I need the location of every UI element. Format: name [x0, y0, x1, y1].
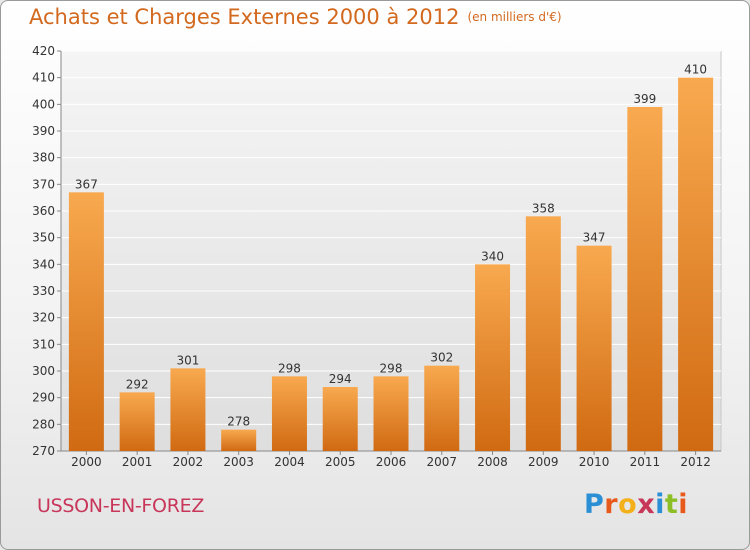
x-tick-label: 2001	[122, 455, 153, 469]
y-tick-label: 400	[32, 97, 55, 111]
data-label: 292	[126, 377, 149, 391]
y-tick-label: 310	[32, 337, 55, 351]
x-tick-label: 2002	[173, 455, 204, 469]
logo-letter: r	[604, 489, 619, 520]
bar	[576, 245, 612, 451]
data-label: 298	[380, 361, 403, 375]
data-label: 298	[278, 361, 301, 375]
proxiti-logo: Proxiti	[584, 489, 688, 520]
x-tick-label: 2011	[630, 455, 661, 469]
logo-letter: o	[618, 489, 638, 520]
bar	[322, 387, 358, 451]
data-label: 347	[583, 231, 606, 245]
x-tick-label: 2010	[579, 455, 610, 469]
y-tick-label: 360	[32, 204, 55, 218]
logo-letter: i	[678, 489, 689, 520]
bar	[221, 429, 257, 451]
bar	[170, 368, 206, 451]
y-tick-label: 290	[32, 391, 55, 405]
title-text: Achats et Charges Externes 2000 à 2012	[29, 5, 460, 29]
subtitle-text: (en milliers d'€)	[467, 10, 562, 24]
bar	[475, 264, 511, 451]
data-label: 410	[684, 63, 707, 77]
chart-title: Achats et Charges Externes 2000 à 2012 (e…	[29, 5, 562, 29]
y-tick-label: 350	[32, 231, 55, 245]
data-label: 399	[633, 92, 656, 106]
y-tick-label: 320	[32, 311, 55, 325]
bar	[68, 192, 104, 452]
bar	[373, 376, 409, 451]
data-label: 358	[532, 201, 555, 215]
x-tick-label: 2003	[223, 455, 254, 469]
y-tick-label: 390	[32, 124, 55, 138]
y-tick-label: 410	[32, 71, 55, 85]
y-tick-label: 300	[32, 364, 55, 378]
logo-letter: i	[655, 489, 665, 520]
x-tick-label: 2000	[71, 455, 102, 469]
bar	[525, 216, 561, 451]
data-label: 302	[430, 351, 453, 365]
bar	[424, 365, 460, 451]
bar	[271, 376, 307, 451]
x-tick-label: 2005	[325, 455, 356, 469]
data-label: 367	[75, 177, 98, 191]
x-tick-label: 2004	[274, 455, 305, 469]
x-tick-label: 2006	[376, 455, 407, 469]
bar	[678, 77, 714, 452]
x-tick-label: 2012	[680, 455, 711, 469]
data-label: 340	[481, 249, 504, 263]
logo-letter: t	[664, 489, 679, 520]
x-tick-label: 2009	[528, 455, 559, 469]
logo-letter: x	[637, 489, 656, 520]
y-tick-label: 270	[32, 444, 55, 458]
logo-letter: P	[584, 489, 605, 520]
y-tick-label: 340	[32, 257, 55, 271]
data-label: 294	[329, 372, 352, 386]
x-tick-label: 2008	[477, 455, 508, 469]
bar	[627, 107, 663, 451]
bar	[119, 392, 155, 451]
y-tick-label: 380	[32, 151, 55, 165]
y-tick-label: 420	[32, 44, 55, 58]
data-label: 301	[176, 353, 199, 367]
y-tick-label: 370	[32, 177, 55, 191]
y-tick-label: 330	[32, 284, 55, 298]
x-tick-label: 2007	[426, 455, 457, 469]
city-name: USSON-EN-FOREZ	[37, 495, 205, 517]
data-label: 278	[227, 415, 250, 429]
y-tick-label: 280	[32, 417, 55, 431]
